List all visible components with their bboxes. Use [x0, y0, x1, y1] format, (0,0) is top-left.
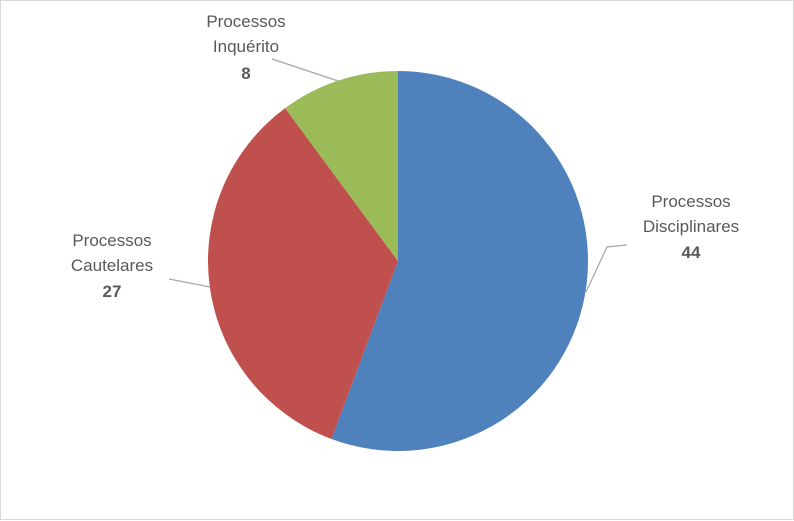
label-disciplinares-line1: Processos: [651, 192, 730, 211]
leader-disciplinares: [585, 244, 628, 293]
label-cautelares-value: 27: [103, 282, 122, 301]
leader-lines: [168, 58, 628, 293]
data-labels: Processos Disciplinares 44 Processos Cau…: [71, 12, 739, 301]
label-cautelares-line1: Processos: [72, 231, 151, 250]
label-inquerito-line1: Processos: [206, 12, 285, 31]
label-disciplinares-value: 44: [682, 243, 701, 262]
leader-cautelares: [168, 278, 211, 288]
label-cautelares-line2: Cautelares: [71, 256, 153, 275]
slice-disciplinares: [331, 71, 588, 452]
slice-inquerito: [285, 71, 398, 261]
label-inquerito-value: 8: [241, 64, 250, 83]
leader-inquerito: [271, 58, 339, 82]
pie-slices: [208, 71, 588, 452]
label-disciplinares-line2: Disciplinares: [643, 217, 739, 236]
label-inquerito-line2: Inquérito: [213, 37, 279, 56]
slice-cautelares: [208, 108, 398, 439]
